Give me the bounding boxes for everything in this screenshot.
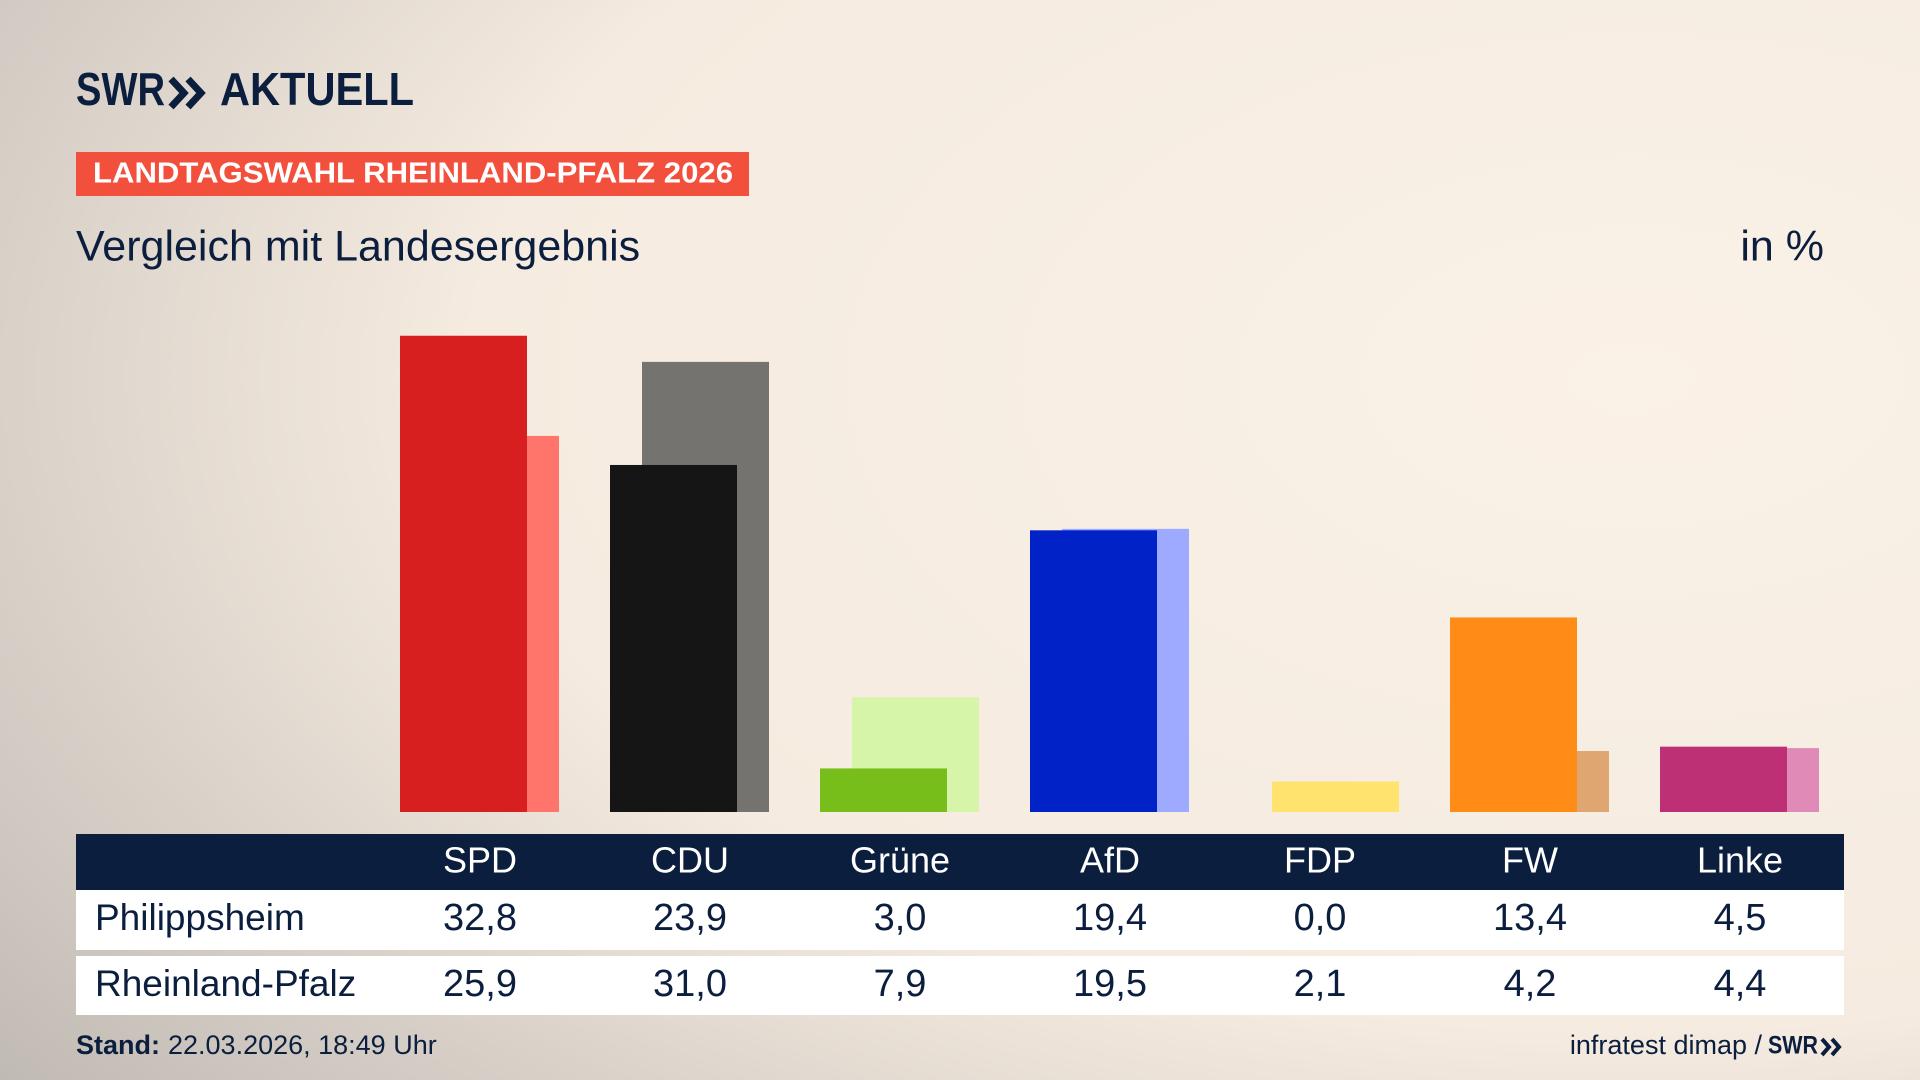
- row-label: Philippsheim: [95, 897, 305, 938]
- logo: SWR: [76, 63, 165, 115]
- value-label: 7,9: [874, 963, 927, 1005]
- value-label: 4,4: [1714, 963, 1767, 1005]
- bar: [610, 464, 737, 812]
- category-label: Linke: [1697, 840, 1783, 881]
- value-label: 19,5: [1073, 963, 1147, 1005]
- row-label: Rheinland-Pfalz: [95, 963, 356, 1004]
- tag: LANDTAGSWAHL RHEINLAND-PFALZ 2026: [93, 158, 733, 190]
- tag-background: [76, 152, 749, 196]
- source-logo: SWR: [1768, 1032, 1818, 1060]
- value-label: 19,4: [1073, 897, 1147, 939]
- bar: [1450, 617, 1577, 812]
- category-label: FDP: [1284, 840, 1356, 881]
- table-header: [76, 834, 1844, 890]
- category-label: AfD: [1080, 840, 1140, 881]
- stand: 22.03.2026, 18:49 Uhr: [168, 1030, 437, 1060]
- subtitle: Vergleich mit Landesergebnis: [76, 222, 640, 270]
- bar: [820, 768, 947, 812]
- value-label: 31,0: [653, 963, 727, 1005]
- value-label: 0,0: [1294, 897, 1347, 939]
- bar: [1030, 530, 1157, 812]
- value-label: 4,2: [1504, 963, 1557, 1005]
- unit-label: in %: [1740, 222, 1824, 270]
- source-logo-chevrons: [1820, 1037, 1842, 1057]
- source: infratest dimap /: [1570, 1030, 1763, 1060]
- logo-suffix: AKTUELL: [220, 63, 414, 115]
- bar: [1660, 746, 1787, 812]
- bar: [400, 335, 527, 812]
- category-label: Grüne: [850, 840, 950, 881]
- value-label: 4,5: [1714, 897, 1767, 939]
- table-row: [76, 890, 1844, 950]
- category-label: CDU: [651, 840, 729, 881]
- bar: [1272, 781, 1399, 812]
- stand-label: Stand:: [76, 1030, 160, 1060]
- category-label: FW: [1502, 840, 1558, 881]
- value-label: 32,8: [443, 897, 517, 939]
- value-label: 2,1: [1294, 963, 1347, 1005]
- value-label: 3,0: [874, 897, 927, 939]
- value-label: 25,9: [443, 963, 517, 1005]
- logo-chevrons: [168, 76, 206, 110]
- table-row: [76, 956, 1844, 1015]
- value-label: 13,4: [1493, 897, 1567, 939]
- value-label: 23,9: [653, 897, 727, 939]
- category-label: SPD: [443, 840, 517, 881]
